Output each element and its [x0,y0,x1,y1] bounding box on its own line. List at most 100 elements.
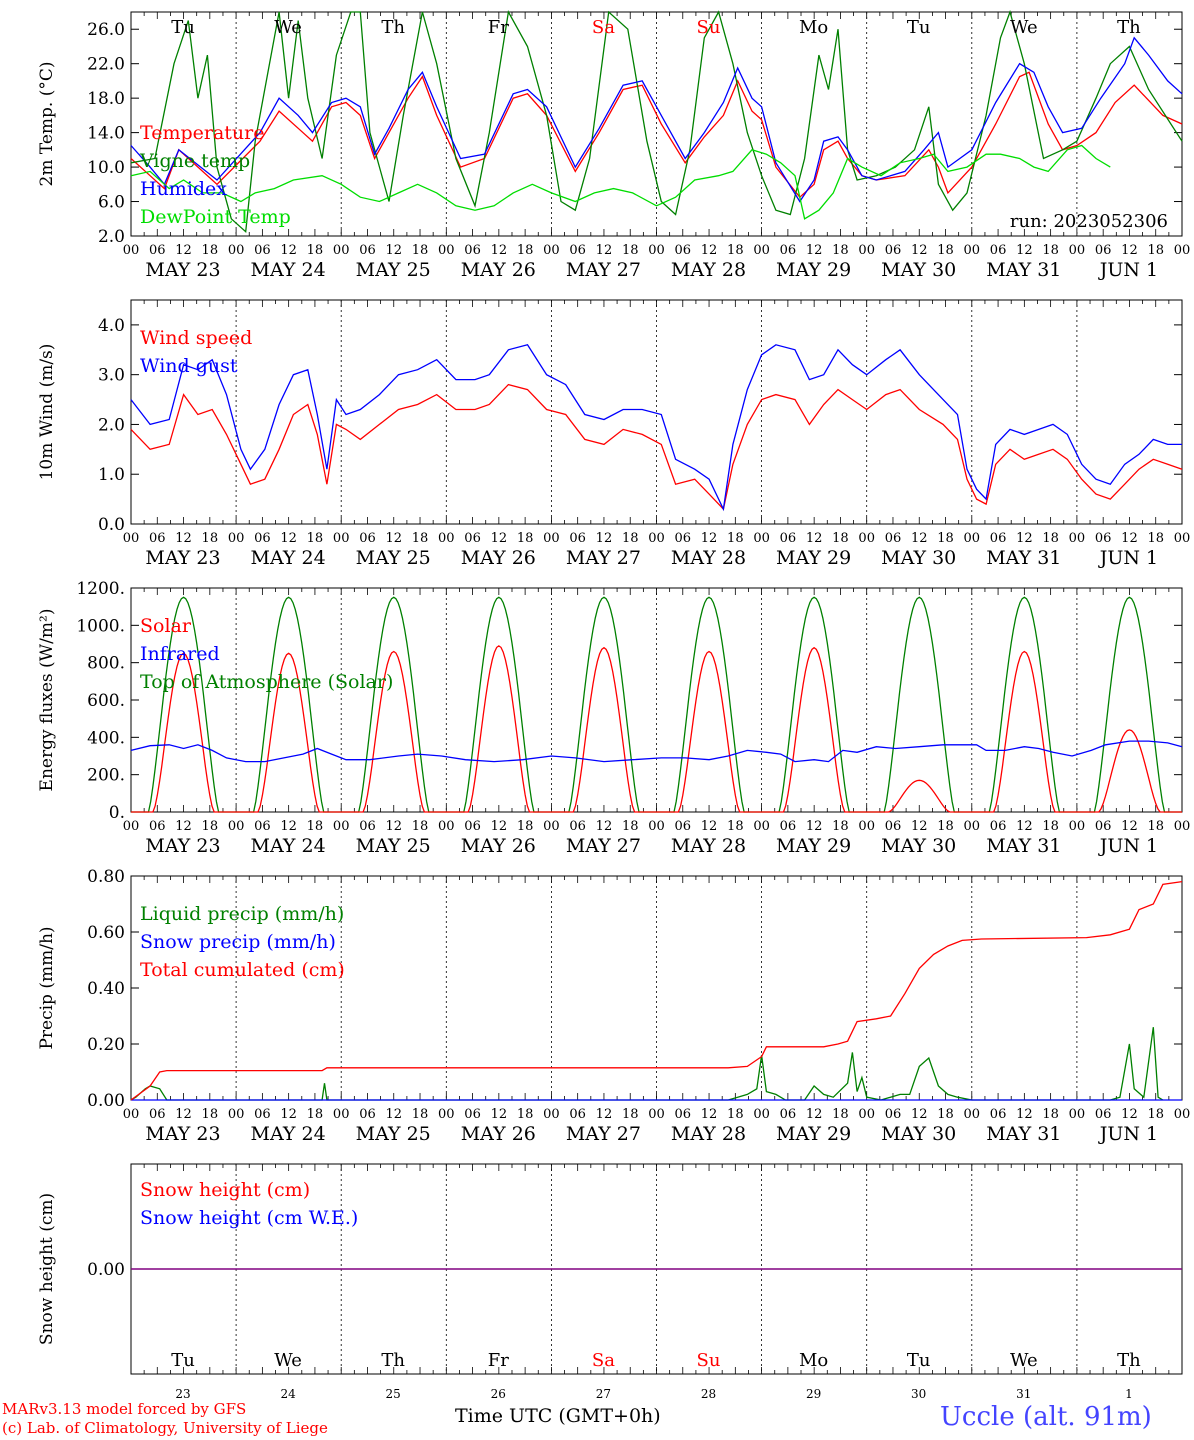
hour-tick-label: 18 [1147,819,1164,834]
hour-tick-label: 06 [885,243,902,258]
weekday-label: Th [381,1350,405,1371]
hour-tick-label: 00 [1069,531,1086,546]
hour-tick-label: 18 [517,531,534,546]
legend-entry: Snow precip (mm/h) [140,931,336,953]
date-label: MAY 27 [566,547,641,569]
y-tick-label: 4.0 [98,316,125,336]
hour-tick-label: 00 [1069,1107,1086,1122]
date-label: MAY 31 [986,547,1061,569]
hour-tick-label: 12 [1016,1107,1033,1122]
hour-tick-label: 18 [412,819,429,834]
weekday-label: Fr [488,17,509,38]
date-label: MAY 30 [881,259,956,281]
day-number: 1 [1125,1387,1133,1400]
legend-entry: Infrared [140,643,220,665]
hour-tick-label: 00 [648,531,665,546]
legend-entry: Humidex [140,178,227,200]
hour-tick-label: 00 [648,819,665,834]
hour-tick-label: 18 [1042,819,1059,834]
hour-tick-label: 06 [1095,1107,1112,1122]
date-label: MAY 29 [776,835,851,857]
legend-entry: Wind speed [140,327,252,349]
hour-tick-label: 12 [491,243,508,258]
series-line [130,71,1183,199]
hour-tick-label: 12 [806,1107,823,1122]
hour-tick-label: 12 [596,243,613,258]
hour-tick-label: 06 [675,1107,692,1122]
y-tick-label: 0.80 [87,867,125,887]
date-label: MAY 25 [356,547,431,569]
hour-tick-label: 00 [753,819,770,834]
weekday-label: Mo [799,1350,828,1371]
y-tick-label: 0.40 [87,979,125,999]
hour-tick-label: 12 [175,243,192,258]
hour-tick-label: 12 [911,819,928,834]
hour-tick-label: 18 [937,243,954,258]
hour-tick-label: 12 [911,1107,928,1122]
date-label: MAY 24 [251,547,326,569]
hour-tick-label: 00 [1174,1107,1191,1122]
day-number: 31 [1016,1387,1031,1400]
hour-tick-label: 18 [832,531,849,546]
hour-tick-label: 18 [307,1107,324,1122]
hour-tick-label: 18 [412,243,429,258]
hour-tick-label: 00 [858,243,875,258]
legend-entry: Wind gust [140,355,238,377]
series-line [130,880,1183,1101]
hour-tick-label: 00 [123,531,140,546]
weekday-label: Sa [592,17,615,38]
hour-tick-label: 06 [464,1107,481,1122]
hour-tick-label: 18 [517,819,534,834]
series-line [130,1027,1164,1101]
hour-tick-label: 18 [517,1107,534,1122]
hour-tick-label: 00 [543,531,560,546]
hour-tick-label: 00 [964,531,981,546]
hour-tick-label: 00 [438,1107,455,1122]
hour-tick-label: 00 [648,243,665,258]
weekday-label: Su [697,17,721,38]
hour-tick-label: 18 [307,243,324,258]
hour-tick-label: 18 [832,243,849,258]
hour-tick-label: 06 [464,819,481,834]
hour-tick-label: 06 [359,243,376,258]
hour-tick-label: 00 [228,531,245,546]
y-tick-label: 400. [87,728,125,748]
hour-tick-label: 06 [254,243,271,258]
date-label: MAY 30 [881,547,956,569]
hour-tick-label: 12 [385,531,402,546]
hour-tick-label: 18 [202,1107,219,1122]
hour-tick-label: 12 [1121,819,1138,834]
hour-tick-label: 18 [727,531,744,546]
hour-tick-label: 00 [543,243,560,258]
model-credit: MARv3.13 model forced by GFS [2,1400,247,1418]
y-tick-label: 22.0 [87,55,125,75]
y-tick-label: 10.0 [87,158,125,178]
hour-tick-label: 00 [543,819,560,834]
y-tick-label: 2.0 [98,415,125,435]
hour-tick-label: 18 [202,243,219,258]
day-number: 28 [701,1387,716,1400]
hour-tick-label: 18 [307,531,324,546]
hour-tick-label: 12 [280,531,297,546]
hour-tick-label: 18 [937,819,954,834]
hour-tick-label: 12 [806,243,823,258]
hour-tick-label: 06 [1095,243,1112,258]
series-line [130,9,1183,234]
y-tick-label: 0.60 [87,923,125,943]
hour-tick-label: 18 [727,819,744,834]
date-label: MAY 31 [986,835,1061,857]
date-label: MAY 30 [881,835,956,857]
hour-tick-label: 00 [964,1107,981,1122]
hour-tick-label: 12 [385,1107,402,1122]
hour-tick-label: 06 [149,819,166,834]
hour-tick-label: 12 [491,1107,508,1122]
hour-tick-label: 18 [517,243,534,258]
hour-tick-label: 00 [964,243,981,258]
hour-tick-label: 12 [1016,243,1033,258]
legend-entry: Temperature [140,122,264,144]
date-label: JUN 1 [1098,547,1158,569]
hour-tick-label: 00 [543,1107,560,1122]
hour-tick-label: 18 [412,531,429,546]
series-line [130,383,1183,511]
run-annotation: run: 2023052306 [1010,211,1168,232]
